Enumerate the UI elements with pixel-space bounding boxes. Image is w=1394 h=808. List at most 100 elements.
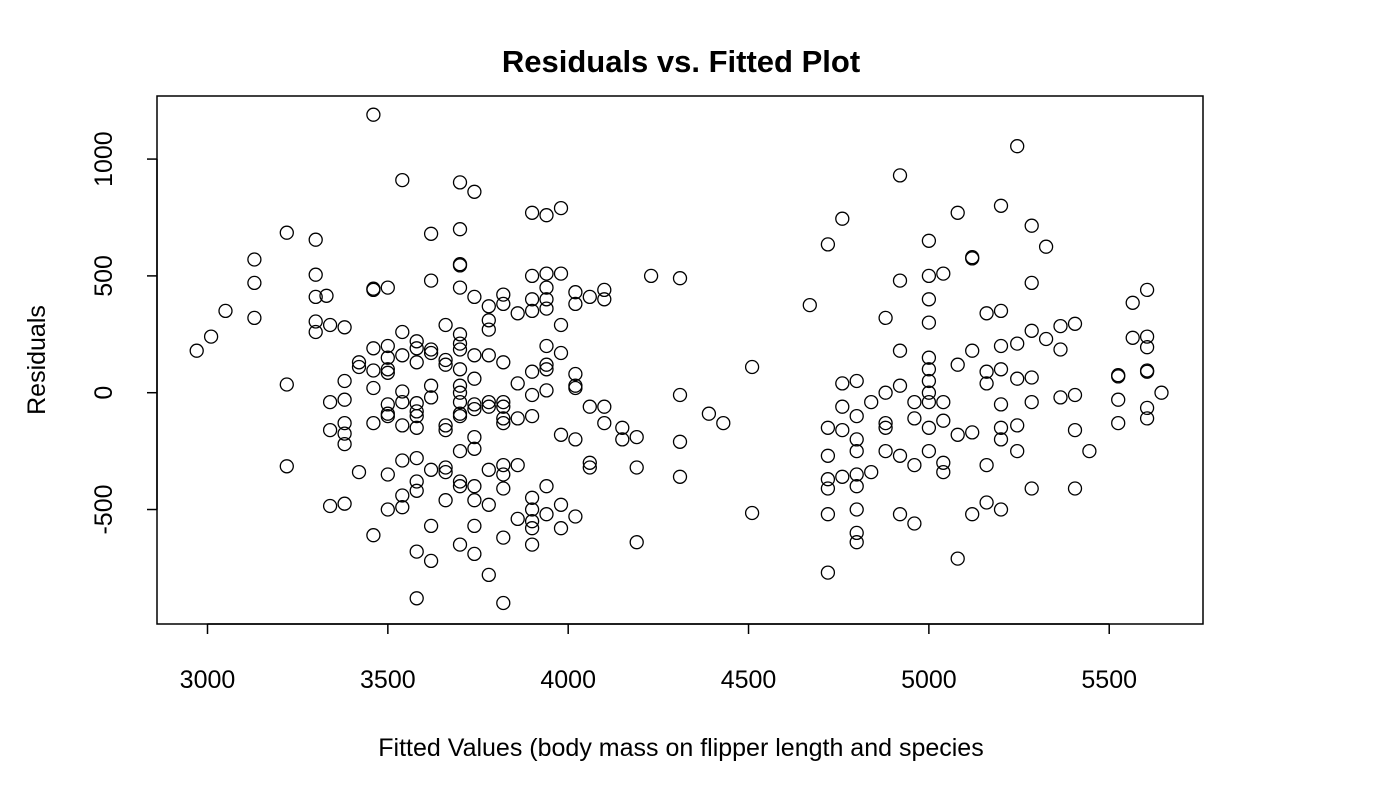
data-point [467, 429, 482, 445]
data-point [1139, 340, 1155, 355]
data-point [438, 464, 453, 480]
data-point [907, 516, 922, 531]
data-point [1139, 363, 1155, 378]
data-point [337, 415, 352, 431]
data-point [921, 385, 937, 400]
data-point [979, 364, 994, 379]
data-point [247, 275, 262, 291]
data-point [524, 490, 540, 505]
data-point [524, 408, 540, 424]
data-point [539, 208, 554, 223]
data-point [993, 198, 1009, 213]
data-point [467, 441, 482, 456]
data-point [247, 310, 262, 326]
data-point [539, 479, 554, 494]
data-point [936, 394, 951, 410]
data-point [597, 415, 612, 431]
data-point [496, 394, 511, 410]
data-point [907, 411, 922, 426]
data-point [337, 426, 352, 441]
data-point [993, 362, 1009, 377]
x-tick-label: 5000 [901, 666, 957, 694]
data-point [597, 399, 612, 414]
data-point [921, 268, 937, 284]
data-point [1067, 316, 1083, 331]
data-point [921, 443, 937, 459]
data-point [409, 591, 424, 606]
data-point [1082, 443, 1097, 459]
data-point [921, 420, 937, 435]
data-point [395, 348, 410, 363]
data-point [409, 420, 424, 435]
data-point [481, 462, 496, 477]
data-point [467, 493, 482, 508]
data-point [438, 357, 453, 372]
data-point [539, 338, 554, 354]
data-point [582, 455, 597, 470]
data-point [308, 232, 323, 247]
data-point [366, 107, 381, 122]
data-point [496, 595, 511, 611]
data-point [553, 521, 569, 536]
data-point [366, 363, 381, 378]
data-point [892, 343, 908, 358]
data-point [553, 266, 569, 281]
x-tick-label: 4500 [721, 666, 777, 694]
y-axis: -500 0 500 1000 [90, 131, 158, 535]
data-point [993, 303, 1009, 319]
data-point [950, 551, 965, 566]
data-point [1010, 443, 1025, 459]
data-point [1024, 323, 1039, 338]
data-point [835, 376, 850, 391]
data-point [395, 394, 410, 410]
data-point [820, 237, 836, 252]
data-point [395, 488, 410, 503]
data-point [849, 432, 864, 447]
data-point [950, 205, 965, 220]
data-point [936, 455, 951, 470]
data-point [1139, 282, 1155, 298]
data-point [452, 479, 468, 494]
data-point [524, 537, 540, 552]
data-point [629, 460, 644, 475]
x-tick-label: 3000 [180, 666, 236, 694]
data-point [820, 448, 836, 463]
data-point [1038, 239, 1054, 254]
data-point [351, 355, 367, 370]
data-point [452, 175, 468, 190]
data-point [539, 266, 554, 281]
data-point [496, 355, 511, 370]
data-point [701, 406, 717, 421]
data-point [568, 285, 583, 300]
data-point [409, 474, 424, 489]
data-point [452, 537, 468, 552]
data-point [481, 567, 496, 583]
data-point [438, 317, 453, 333]
data-point [849, 408, 864, 424]
data-point [1125, 295, 1140, 310]
data-point [438, 352, 453, 368]
data-point [467, 518, 482, 534]
data-point [496, 457, 511, 473]
data-point [496, 467, 511, 482]
data-point [510, 511, 525, 527]
data-point [568, 509, 583, 524]
data-point [950, 357, 965, 372]
data-point [820, 481, 836, 496]
data-point [409, 408, 424, 424]
data-point [366, 528, 381, 543]
data-point [452, 222, 468, 237]
data-point [423, 378, 439, 393]
data-point [1010, 371, 1025, 386]
data-point [1010, 336, 1025, 351]
data-point [322, 317, 338, 333]
data-point [409, 396, 424, 411]
data-point [936, 413, 951, 428]
data-point [322, 422, 338, 438]
y-axis-label: Residuals [23, 305, 51, 415]
data-point [568, 366, 583, 382]
data-point [629, 429, 644, 445]
data-point [936, 266, 951, 281]
data-point [965, 343, 980, 358]
